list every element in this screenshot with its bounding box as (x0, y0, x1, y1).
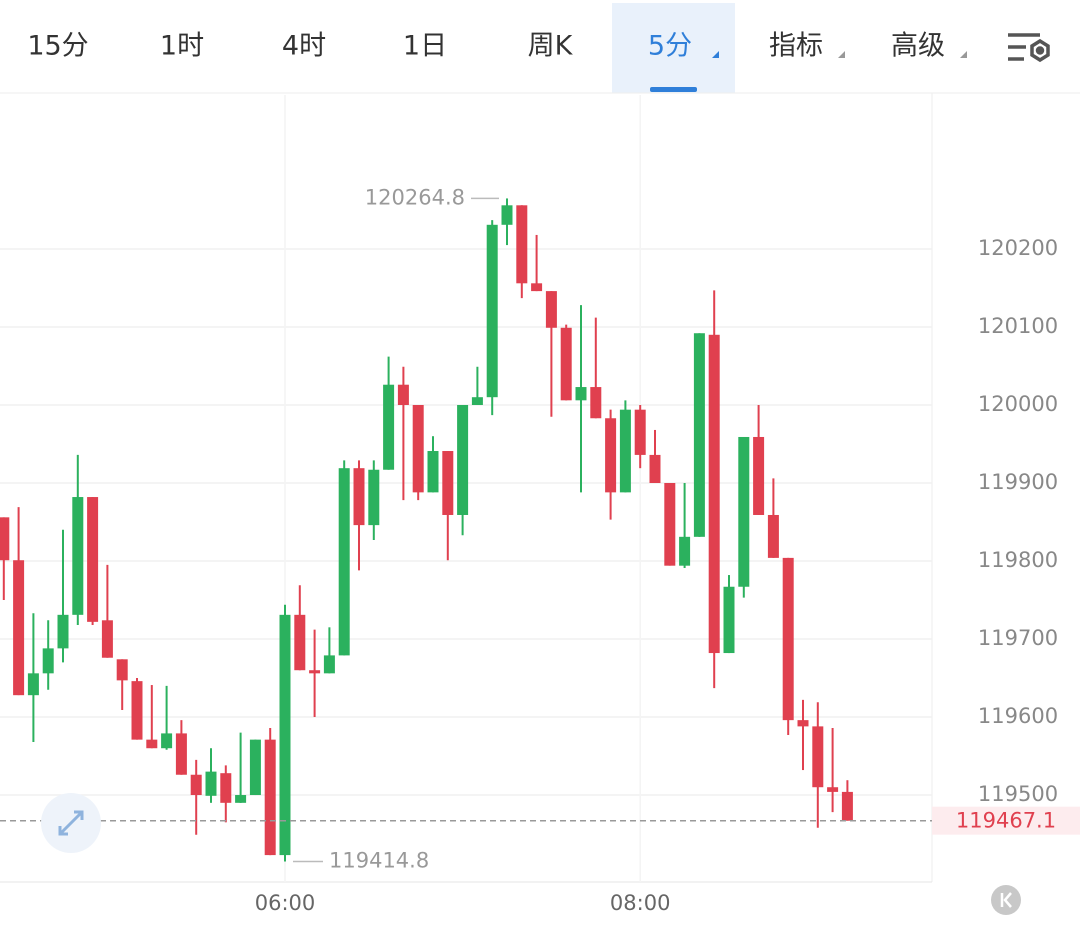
candle-body (161, 733, 173, 749)
candle-body (264, 739, 276, 856)
candle-body (693, 333, 705, 537)
candle-body (560, 327, 572, 401)
last-price-label: 119467.1 (956, 809, 1056, 833)
candle-body (13, 560, 25, 696)
candle-body (590, 387, 602, 419)
active-tab-bg (612, 3, 735, 93)
candle-body (649, 454, 661, 484)
tab[interactable]: 4时 (282, 31, 326, 62)
candle-body (827, 787, 839, 792)
candle-body (235, 795, 247, 803)
candle-body (72, 497, 84, 615)
candle-body (116, 659, 128, 681)
candle-body (442, 451, 454, 515)
candle-body (531, 283, 543, 292)
candle-body (383, 384, 395, 470)
tab-bar (0, 0, 1080, 93)
last-price-bg (932, 806, 1080, 835)
candle-body (101, 620, 113, 658)
candle-body (664, 483, 676, 566)
tab[interactable]: 5分 (648, 31, 692, 62)
tab[interactable]: 15分 (27, 31, 88, 62)
candle-body (175, 733, 187, 775)
y-tick-label: 119900 (978, 470, 1058, 494)
candle-body (427, 451, 439, 493)
y-tick-label: 120100 (978, 314, 1058, 338)
candle-body (220, 773, 232, 803)
candle-body (338, 468, 350, 656)
candle-body (323, 655, 335, 674)
tab[interactable]: 1时 (160, 31, 204, 62)
plot: 119500 119600 119700 119800 119900 120000 1201… (0, 95, 1080, 915)
candle-body (249, 739, 261, 796)
candle-body (27, 673, 39, 696)
candle-body (501, 205, 513, 225)
candle-body (190, 774, 202, 796)
candle-body (457, 404, 469, 515)
active-tab-underline (650, 87, 697, 92)
dropdown-caret (960, 51, 967, 58)
y-tick-label: 119700 (978, 626, 1058, 650)
candle-body (397, 384, 409, 405)
candle-body (486, 224, 498, 398)
dropdown-caret (712, 51, 719, 58)
x-tick-label: 06:00 (255, 891, 316, 915)
candle-body (812, 726, 824, 788)
candle-body (368, 469, 380, 526)
candle-body (575, 387, 587, 401)
candle-body (738, 436, 750, 587)
candle-body (131, 681, 143, 740)
candle-body (723, 586, 735, 654)
candle-body (753, 436, 765, 515)
candle-body (146, 739, 158, 749)
candle-body (797, 720, 809, 727)
x-tick-label: 08:00 (610, 891, 671, 915)
dropdown-caret (838, 51, 845, 58)
candle-body (294, 614, 306, 671)
candle-body (42, 648, 54, 674)
tab[interactable]: 周K (528, 31, 574, 62)
candle-body (708, 334, 720, 654)
candle-body (841, 791, 853, 821)
candle-body (605, 418, 617, 493)
y-tick-label: 120200 (978, 236, 1058, 260)
candle-body (205, 771, 217, 796)
candle-body (545, 291, 557, 328)
tab[interactable]: 高级 (891, 31, 945, 62)
candle-body (87, 497, 99, 622)
candle-body (767, 514, 779, 558)
settings-icon[interactable] (1008, 33, 1050, 63)
candle-body (57, 614, 69, 649)
low-marker-label: 119414.8 (329, 848, 429, 872)
y-tick-label: 120000 (978, 392, 1058, 416)
candle-body (279, 614, 291, 856)
candle-body (619, 409, 631, 493)
candle-body (0, 517, 10, 561)
y-tick-label: 119800 (978, 548, 1058, 572)
expand-button[interactable] (41, 793, 101, 853)
y-tick-label: 119600 (978, 704, 1058, 728)
candle-body (679, 536, 691, 566)
candle-body (471, 397, 483, 405)
candle-body (309, 670, 321, 674)
candle-body (782, 557, 794, 721)
y-tick-label: 119500 (978, 782, 1058, 806)
candle-body (516, 205, 528, 284)
candle-body (412, 404, 424, 493)
tab[interactable]: 指标 (769, 31, 823, 62)
collapse-button[interactable] (991, 885, 1021, 915)
tab[interactable]: 1日 (403, 31, 447, 62)
candle-body (353, 468, 365, 526)
high-marker-label: 120264.8 (365, 185, 465, 209)
candle-body (634, 409, 646, 455)
